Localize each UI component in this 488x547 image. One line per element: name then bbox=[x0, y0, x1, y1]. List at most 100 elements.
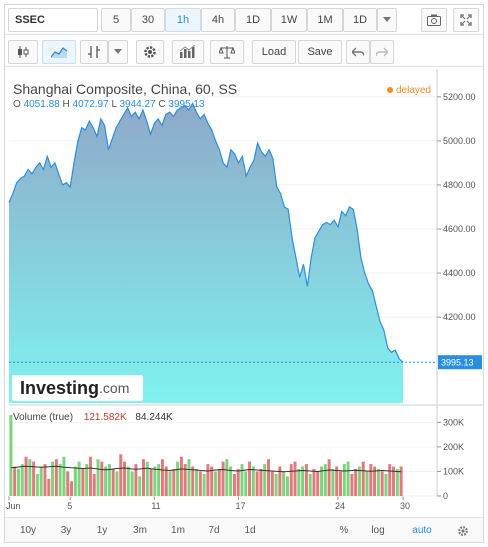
volume-bar bbox=[20, 464, 24, 496]
volume-bar bbox=[354, 469, 358, 496]
volume-value-1: 121.582K bbox=[83, 412, 127, 423]
volume-bar bbox=[157, 464, 161, 496]
volume-bar bbox=[365, 471, 369, 496]
camera-icon[interactable] bbox=[421, 8, 447, 32]
volume-bar bbox=[191, 466, 195, 496]
high-value: 4072.97 bbox=[72, 99, 109, 110]
candlestick-icon[interactable] bbox=[8, 40, 38, 64]
volume-bar bbox=[168, 471, 172, 496]
volume-bar bbox=[331, 469, 335, 496]
indicator-tool-icon[interactable] bbox=[80, 40, 108, 64]
volume-bar bbox=[392, 466, 396, 496]
range-3m-button[interactable]: 3m bbox=[133, 525, 147, 536]
volume-bar bbox=[304, 464, 308, 496]
volume-bar bbox=[240, 464, 244, 496]
low-label: L bbox=[111, 99, 117, 110]
range-1m-button[interactable]: 1m bbox=[171, 525, 185, 536]
volume-bar bbox=[267, 459, 271, 496]
volume-bar bbox=[213, 471, 217, 496]
symbol-input[interactable]: SSEC bbox=[8, 8, 98, 32]
volume-bar bbox=[176, 461, 180, 496]
high-label: H bbox=[62, 99, 70, 110]
x-tick-label: 30 bbox=[400, 501, 410, 511]
top-toolbar: SSEC 5 30 1h 4h 1D 1W 1M 1D bbox=[5, 5, 483, 35]
open-value: 4051.88 bbox=[23, 99, 60, 110]
price-area bbox=[9, 103, 403, 404]
volume-bar bbox=[92, 473, 96, 496]
status-dot-icon bbox=[386, 87, 393, 93]
volume-bar bbox=[51, 461, 55, 496]
range-7d-button[interactable]: 7d bbox=[208, 525, 220, 536]
price-tick-label: 5200.00 bbox=[443, 92, 476, 102]
volume-bar bbox=[225, 459, 229, 496]
interval-dropdown-button[interactable]: 1D bbox=[343, 8, 377, 32]
volume-bar bbox=[183, 464, 187, 496]
chart-canvas[interactable]: 4200.00 4400.00 4600.00 4800.00 5000.00 5200.… bbox=[5, 69, 483, 519]
volume-bar bbox=[232, 473, 236, 496]
volume-bar bbox=[13, 466, 17, 496]
volume-tick-label: 200K bbox=[443, 442, 464, 452]
interval-5-button[interactable]: 5 bbox=[101, 8, 131, 32]
range-3y-button[interactable]: 3y bbox=[60, 525, 72, 536]
interval-1h-button[interactable]: 1h bbox=[165, 8, 201, 32]
volume-bar bbox=[388, 464, 392, 496]
volume-bar bbox=[229, 466, 233, 496]
interval-4h-button[interactable]: 4h bbox=[201, 8, 235, 32]
volume-bar bbox=[236, 469, 240, 496]
volume-bar bbox=[115, 471, 119, 496]
tools-chevron-down-icon[interactable] bbox=[108, 40, 128, 64]
volume-bar bbox=[210, 466, 214, 496]
volume-bar bbox=[297, 469, 301, 496]
volume-bar bbox=[100, 461, 104, 496]
last-price-label: 3995.13 bbox=[441, 358, 474, 368]
volume-bar bbox=[35, 473, 39, 496]
logo-suffix: .com bbox=[99, 380, 130, 396]
x-tick-label: 24 bbox=[335, 501, 345, 511]
compare-scale-icon[interactable] bbox=[210, 40, 244, 64]
volume-bar bbox=[357, 466, 361, 496]
redo-icon[interactable] bbox=[370, 40, 394, 64]
load-button[interactable]: Load bbox=[252, 40, 296, 64]
volume-ma-line bbox=[10, 465, 402, 473]
range-1y-button[interactable]: 1y bbox=[96, 525, 108, 536]
last-price-badge bbox=[438, 355, 482, 370]
volume-bar bbox=[312, 469, 316, 496]
volume-bar bbox=[9, 415, 13, 496]
delayed-label: delayed bbox=[395, 85, 431, 96]
undo-icon[interactable] bbox=[346, 40, 370, 64]
interval-1w-button[interactable]: 1W bbox=[271, 8, 307, 32]
open-label: O bbox=[13, 99, 21, 110]
auto-toggle[interactable]: auto bbox=[412, 525, 432, 536]
interval-30-button[interactable]: 30 bbox=[131, 8, 165, 32]
volume-bar bbox=[384, 473, 388, 496]
chart-area[interactable]: 4200.00 4400.00 4600.00 4800.00 5000.00 5200.… bbox=[5, 69, 483, 519]
range-10y-button[interactable]: 10y bbox=[19, 525, 37, 536]
range-1d-button[interactable]: 1d bbox=[244, 525, 256, 536]
volume-bar bbox=[251, 466, 255, 496]
volume-tick-label: 0 bbox=[443, 491, 448, 501]
volume-bar bbox=[81, 469, 85, 496]
x-tick-label: 5 bbox=[67, 501, 72, 511]
volume-bar bbox=[369, 464, 373, 496]
volume-bar bbox=[335, 466, 339, 496]
volume-bar bbox=[130, 471, 134, 496]
volume-bar bbox=[202, 473, 206, 496]
interval-1d-button[interactable]: 1D bbox=[235, 8, 271, 32]
volume-bar bbox=[248, 461, 252, 496]
volume-bar bbox=[141, 459, 145, 496]
volume-bar bbox=[338, 471, 342, 496]
gear-icon[interactable] bbox=[136, 40, 164, 64]
x-tick-label: 17 bbox=[236, 501, 246, 511]
percent-toggle[interactable]: % bbox=[339, 525, 349, 536]
volume-bar bbox=[32, 461, 36, 496]
interval-chevron-down-icon[interactable] bbox=[377, 8, 397, 32]
area-chart-icon[interactable] bbox=[42, 40, 76, 64]
volume-bar bbox=[361, 461, 365, 496]
log-toggle[interactable]: log bbox=[371, 525, 385, 536]
save-button[interactable]: Save bbox=[298, 40, 342, 64]
indicators-icon[interactable] bbox=[172, 40, 204, 64]
price-tick-label: 4600.00 bbox=[443, 224, 476, 234]
interval-1m-button[interactable]: 1M bbox=[307, 8, 343, 32]
settings-gear-icon[interactable] bbox=[451, 522, 475, 539]
fullscreen-icon[interactable] bbox=[453, 8, 479, 32]
